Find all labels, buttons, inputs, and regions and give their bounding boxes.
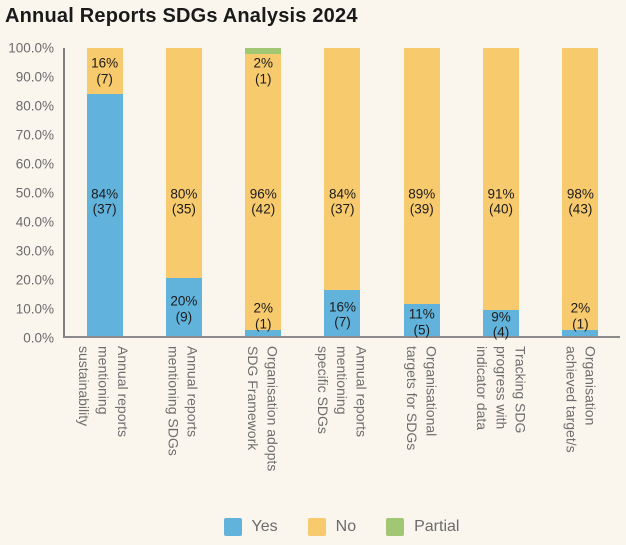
bar-segment-yes [324,289,361,336]
legend-label: No [335,518,357,535]
bar-segment-no [562,48,599,331]
bar-slot: 2% (1) 98% (43) [541,48,620,336]
y-tick-label: 90.0% [15,69,54,85]
bar-segment-yes [483,310,520,336]
y-tick-label: 70.0% [15,127,54,143]
stacked-bar: 11% (5) 89% (39) [403,48,440,337]
segment-value-label: 9% (4) [491,309,511,340]
stacked-bar: 2% (1) 98% (43) [562,48,599,336]
y-tick-label: 0.0% [23,330,54,346]
legend-swatch-no [307,518,326,536]
plot-area: 84% (37) 16% (7) 20% (9) 80% (35) 2% (1) 96% … [63,48,620,340]
bar-segment-yes [165,278,202,336]
category-label: Organisation adopts SDG Framework [244,346,281,472]
bar-segment-no [165,48,202,279]
y-tick-label: 10.0% [15,301,54,317]
category-label: Annual reports mentioning specific SDGs [314,346,370,438]
bar-segment-no [324,48,361,290]
bar-segment-no [245,53,282,331]
segment-value-label: 96% (42) [249,186,277,217]
bars-container: 84% (37) 16% (7) 20% (9) 80% (35) 2% (1) 96% … [65,48,620,340]
bar-segment-yes [403,304,440,336]
category-label: Tracking SDG progress with indicator dat… [474,346,529,434]
bar-slot: 9% (4) 91% (40) [461,48,540,340]
bar-segment-yes [86,94,123,336]
bar-segment-yes [562,330,599,336]
bar-segment-no [483,48,520,311]
segment-value-label: 91% (40) [487,186,515,217]
category-label: Organisation achieved target/s [563,346,599,453]
segment-value-label: 2% (1) [570,300,591,332]
stacked-bar: 84% (37) 16% (7) [86,48,123,336]
legend-swatch-yes [223,518,242,536]
bar-slot: 2% (1) 96% (42) 2% (1) [224,48,303,336]
legend-item-no: No [307,518,357,536]
stacked-bar: 2% (1) 96% (42) 2% (1) [245,48,282,336]
y-tick-label: 80.0% [15,98,54,114]
y-tick-label: 60.0% [15,156,54,172]
y-tick-label: 40.0% [15,214,54,230]
y-tick-label: 20.0% [15,272,54,288]
legend-label: Partial [414,518,460,535]
category-label: Annual reports mentioning SDGs [165,346,201,456]
legend-swatch-partial [386,518,405,536]
bar-segment-no [403,48,440,305]
category-label-cell: Organisation adopts SDG Framework [222,346,302,514]
y-tick-label: 30.0% [15,243,54,259]
legend-item-partial: Partial [386,518,459,536]
segment-value-label: 16% (7) [91,55,119,87]
segment-value-label: 89% (39) [408,186,436,217]
category-label-cell: Tracking SDG progress with indicator dat… [461,346,541,514]
legend: Yes No Partial [63,514,620,540]
segment-value-label: 84% (37) [328,186,356,217]
y-tick-label: 50.0% [15,185,54,201]
chart-title: Annual Reports SDGs Analysis 2024 [5,5,358,27]
legend-item-yes: Yes [223,518,278,536]
stacked-bar: 9% (4) 91% (40) [483,48,520,340]
stacked-bar: 20% (9) 80% (35) [165,48,202,336]
bar-slot: 16% (7) 84% (37) [303,48,382,336]
segment-value-label: 84% (37) [91,186,119,217]
category-label-cell: Annual reports mentioning SDGs [143,346,223,514]
category-label: Organisational targets for SDGs [404,346,440,451]
y-axis-ticks: 100.0% 90.0% 80.0% 70.0% 60.0% 50.0% 40.0% 30.0… [0,41,58,346]
stacked-bar: 16% (7) 84% (37) [324,48,361,336]
segment-value-label: 11% (5) [408,306,435,338]
category-label-cell: Organisation achieved target/s [540,346,620,514]
category-label-cell: Annual reports mentioning specific SDGs [302,346,382,514]
x-axis-labels: Annual reports mentioning sustainability… [63,346,620,514]
category-label-cell: Annual reports mentioning sustainability [63,346,143,514]
segment-value-label: 80% (35) [170,186,198,217]
y-tick-label: 100.0% [8,40,54,56]
category-label: Annual reports mentioning sustainability [76,346,131,438]
bar-slot: 84% (37) 16% (7) [65,48,144,336]
bar-segment-partial [245,48,282,54]
segment-value-label: 20% (9) [170,293,198,325]
segment-value-label: 2% (1) [253,300,273,332]
bar-slot: 11% (5) 89% (39) [382,48,461,337]
bar-slot: 20% (9) 80% (35) [144,48,223,336]
bar-segment-yes [245,330,282,336]
segment-value-label: 2% (1) [253,55,273,87]
segment-value-label: 16% (7) [328,299,356,330]
legend-label: Yes [251,518,278,535]
bar-segment-no [86,48,123,95]
segment-value-label: 98% (43) [566,186,594,217]
category-label-cell: Organisational targets for SDGs [381,346,461,514]
